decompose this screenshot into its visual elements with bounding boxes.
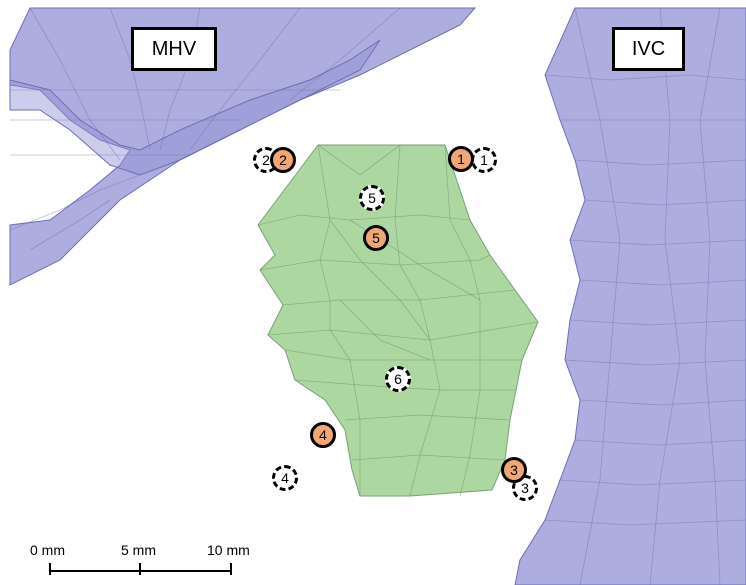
dashed-marker-5: 5 <box>359 185 385 211</box>
dashed-marker-1: 1 <box>471 147 497 173</box>
scale-label-10: 10 mm <box>207 542 250 558</box>
dashed-marker-6: 6 <box>385 366 411 392</box>
mhv-vessel <box>9 7 477 286</box>
scale-bar <box>49 563 232 575</box>
tumor-volume <box>257 144 539 497</box>
scale-label-0: 0 mm <box>30 542 65 558</box>
solid-marker-1: 1 <box>448 146 474 172</box>
solid-marker-4: 4 <box>310 422 336 448</box>
ivc-label: IVC <box>612 27 685 71</box>
solid-marker-3: 3 <box>501 457 527 483</box>
scale-label-5: 5 mm <box>121 542 156 558</box>
mhv-label: MHV <box>131 27 217 71</box>
solid-marker-2: 2 <box>270 147 296 173</box>
ivc-vessel <box>514 7 746 585</box>
dashed-marker-4: 4 <box>272 465 298 491</box>
solid-marker-5: 5 <box>363 225 389 251</box>
